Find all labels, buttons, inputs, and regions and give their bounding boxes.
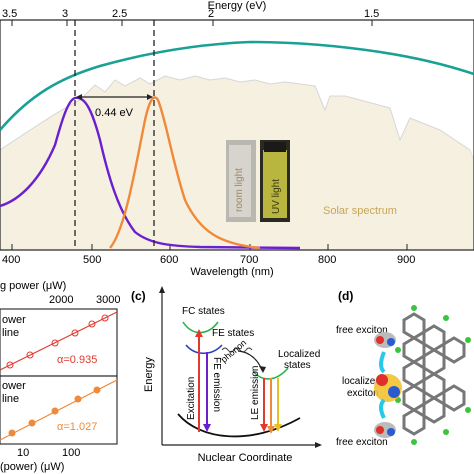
panel-b-bottom-title: (power) (μW) (0, 461, 64, 473)
free-exciton-bottom (374, 422, 396, 438)
panel-b: g power (μW) 2000 3000 ower line α=0.935… (0, 280, 120, 473)
top-tick-label: 3.5 (2, 8, 17, 20)
phonon-label: phonon (219, 338, 248, 365)
upper-alpha: α=0.935 (57, 354, 97, 366)
nuclear-axis-label: Nuclear Coordinate (198, 452, 293, 464)
shift-label: 0.44 eV (95, 107, 134, 119)
localized-exciton-label-2: exciton (347, 388, 379, 399)
bottom-axis-title: Wavelength (nm) (190, 266, 273, 278)
bottom-tick-label: 500 (83, 254, 101, 266)
le-emission-label: LE emission (250, 366, 261, 420)
panel-b-top-tick: 3000 (96, 294, 120, 306)
hydrogen-atoms (395, 305, 471, 445)
bottom-tick-label: 700 (240, 254, 258, 266)
bottom-tick-label: 400 (2, 254, 20, 266)
vial-photo: room light UV light (226, 140, 290, 222)
cyan-arrow-top (379, 351, 386, 374)
teal-curve (0, 40, 474, 131)
absorption-curve (0, 96, 301, 250)
panel-b-bottom-tick: 10 (17, 447, 29, 459)
energy-axis-label: Energy (143, 357, 155, 392)
fc-label: FC states (182, 306, 225, 317)
panel-a-frame (0, 19, 474, 251)
lower-points (8, 386, 101, 437)
bottom-tick-label: 900 (397, 254, 415, 266)
localized-label: Localized (278, 349, 320, 360)
exciton-hole (388, 386, 400, 398)
upper-text2: line (2, 327, 19, 339)
panel-c: (c) Energy Nuclear Coordinate FC states … (131, 286, 322, 464)
panel-b-lower-frame (0, 375, 118, 445)
free-exciton-top (374, 332, 396, 348)
emission-curve (109, 96, 261, 250)
panel-b-top-tick: 2000 (49, 294, 73, 306)
solar-spectrum-line (0, 75, 471, 151)
top-tick-label: 3 (62, 8, 68, 20)
excitation-label: Excitation (186, 377, 197, 420)
panel-d-label: (d) (338, 289, 353, 303)
vial-room-label: room light (234, 168, 245, 212)
exciton-electron (376, 374, 388, 386)
vial-uv-label: UV light (271, 179, 282, 214)
lower-text2: line (2, 393, 19, 405)
panel-c-label: (c) (131, 289, 146, 303)
localized-curve (252, 367, 289, 380)
free-exciton-bottom-label: free exciton (336, 437, 388, 448)
top-tick-label: 2.5 (112, 8, 127, 20)
fe-curve (185, 344, 223, 355)
fe-label: FE states (212, 328, 254, 339)
panel-b-bottom-tick: 100 (62, 447, 80, 459)
lower-alpha: α=1.027 (57, 421, 97, 433)
ground-state-curve (177, 413, 301, 438)
cyan-arrow-bottom (379, 398, 386, 419)
bottom-tick-label: 800 (318, 254, 336, 266)
panel-a: 3.5 3 2.5 2 1.5 Energy (eV) 400 500 600 … (0, 0, 474, 278)
panel-d: (d) free exciton localized exciton free … (336, 289, 471, 448)
top-axis-ticks (11, 20, 373, 26)
phonon-wiggle (221, 347, 253, 353)
solar-label: Solar spectrum (323, 205, 397, 217)
states-label: states (284, 360, 311, 371)
upper-fit-line (0, 311, 118, 371)
top-tick-label: 1.5 (364, 8, 379, 20)
upper-points (6, 314, 109, 369)
panel-b-top-title: g power (μW) (0, 280, 66, 292)
upper-text1: ower (2, 314, 26, 326)
bottom-tick-label: 600 (160, 254, 178, 266)
top-axis-title: Energy (eV) (208, 0, 267, 12)
lower-text1: ower (2, 380, 26, 392)
top-tick-label: 2 (208, 8, 214, 20)
fe-emission-label: FE emission (211, 357, 222, 412)
molecule (402, 312, 466, 436)
localized-exciton-label-1: localized (342, 376, 381, 387)
free-exciton-top-label: free exciton (336, 325, 388, 336)
